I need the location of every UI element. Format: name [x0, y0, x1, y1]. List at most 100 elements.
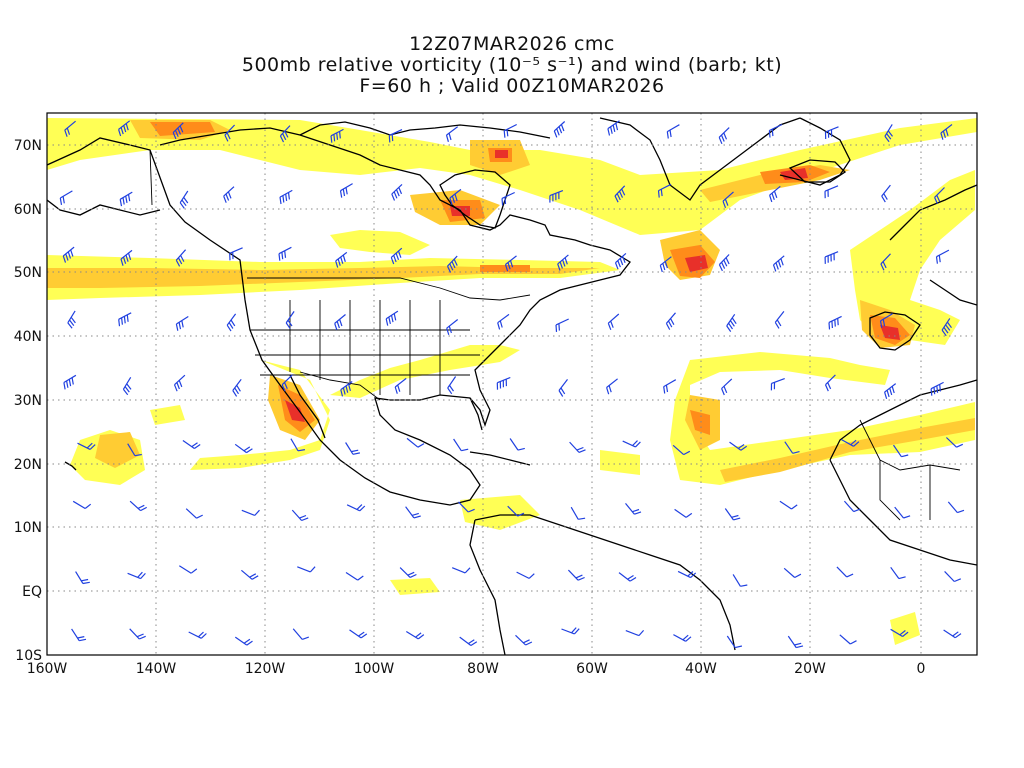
wind-barb [453, 438, 469, 452]
wind-barb [127, 443, 142, 457]
wind-barb [119, 191, 133, 207]
wind-barb [607, 120, 620, 136]
coast-gulf-of-california [289, 374, 326, 439]
wind-barb [279, 125, 291, 143]
wind-barb [824, 185, 839, 199]
lat-tick-label: 60N [14, 202, 42, 218]
wind-barb [935, 249, 950, 264]
wind-barb [224, 124, 236, 142]
wind-barb [570, 506, 586, 520]
wind-barb [349, 629, 368, 639]
wind-barb [63, 374, 77, 390]
wind-barb [836, 566, 854, 578]
lat-tick-label: 10S [15, 648, 42, 664]
wind-barb [340, 381, 353, 397]
wind-barb [880, 253, 891, 271]
wind-barb [657, 183, 672, 198]
wind-barb [127, 571, 146, 580]
wind-barb [783, 567, 802, 579]
coast-florida [469, 397, 483, 431]
wind-barb [770, 378, 785, 391]
wind-barb [672, 444, 691, 456]
wind-barb [188, 631, 207, 639]
lon-tick-label: 80W [467, 661, 499, 677]
wind-barb [677, 570, 697, 579]
wind-barb [557, 254, 569, 271]
wind-barb [721, 378, 733, 396]
coast-canadian-arctic [299, 121, 551, 139]
wind-barb [77, 442, 96, 450]
wind-barb [768, 123, 783, 138]
wind-barb [673, 634, 692, 642]
lon-tick-label: 20W [794, 661, 826, 677]
wind-barb [234, 443, 253, 454]
wind-barb [947, 501, 965, 514]
wind-barb [549, 190, 564, 203]
border-us-canada [247, 277, 531, 301]
political-borders [149, 149, 961, 521]
wind-barb [618, 572, 637, 582]
wind-barb [232, 378, 242, 397]
wind-barb [515, 634, 533, 646]
wind-barb [446, 255, 458, 273]
wind-barb [606, 378, 618, 395]
coast-europe [889, 184, 977, 306]
wind-barb [345, 571, 364, 581]
wind-barb [178, 565, 198, 574]
title-line-valid: F=60 h ; Valid 00Z10MAR2026 [359, 75, 665, 97]
wind-barb [881, 184, 891, 203]
wind-barb [663, 379, 677, 394]
coast-hawaii [64, 461, 77, 471]
coastlines [47, 117, 977, 655]
wind-barb [718, 254, 730, 272]
coast-hudson-bay [439, 169, 511, 229]
wind-barb [769, 185, 781, 203]
wind-barb [930, 381, 944, 396]
wind-barb [724, 508, 741, 521]
wind-barb [944, 570, 962, 583]
wind-barb [884, 124, 893, 143]
wind-barb [120, 249, 133, 266]
wind-barb [625, 629, 645, 637]
wind-barb [607, 313, 620, 331]
wind-barb [281, 374, 293, 392]
lon-tick-label: 60W [576, 661, 608, 677]
wind-barb [824, 251, 839, 264]
wind-barb [561, 627, 580, 635]
wind-barb [391, 183, 403, 201]
wind-barb [894, 506, 911, 519]
lat-tick-label: 30N [14, 393, 42, 409]
wind-barb [496, 376, 511, 390]
wind-barb [59, 190, 73, 206]
wind-barb [934, 187, 945, 205]
wind-barb [394, 377, 407, 394]
wind-barb [172, 122, 184, 140]
wind-barb [291, 509, 309, 522]
wind-barb [839, 634, 857, 645]
wind-barb [622, 440, 641, 448]
wind-barb [722, 191, 734, 209]
wind-barb [446, 319, 459, 335]
wind-barb [451, 567, 471, 574]
wind-barb [884, 383, 897, 399]
wind-barb [241, 569, 259, 580]
wind-barb [614, 185, 626, 203]
wind-barb [516, 571, 535, 579]
coast-iberia [869, 311, 921, 351]
wind-barb [175, 249, 187, 267]
wind-barb [625, 503, 642, 515]
wind-barb [223, 186, 235, 203]
wind-barb [824, 374, 836, 392]
lon-tick-label: 40W [685, 661, 717, 677]
wind-barb [945, 437, 964, 448]
wind-barb [940, 124, 953, 140]
lat-tick-label: 70N [14, 138, 42, 154]
wind-barb [458, 501, 475, 513]
wind-barb [732, 574, 748, 587]
wind-barb [774, 311, 785, 329]
wind-barb [122, 376, 132, 396]
wind-barb [890, 566, 906, 580]
wind-barb [501, 191, 515, 206]
wind-barb [828, 315, 842, 330]
wind-barb [445, 126, 459, 142]
